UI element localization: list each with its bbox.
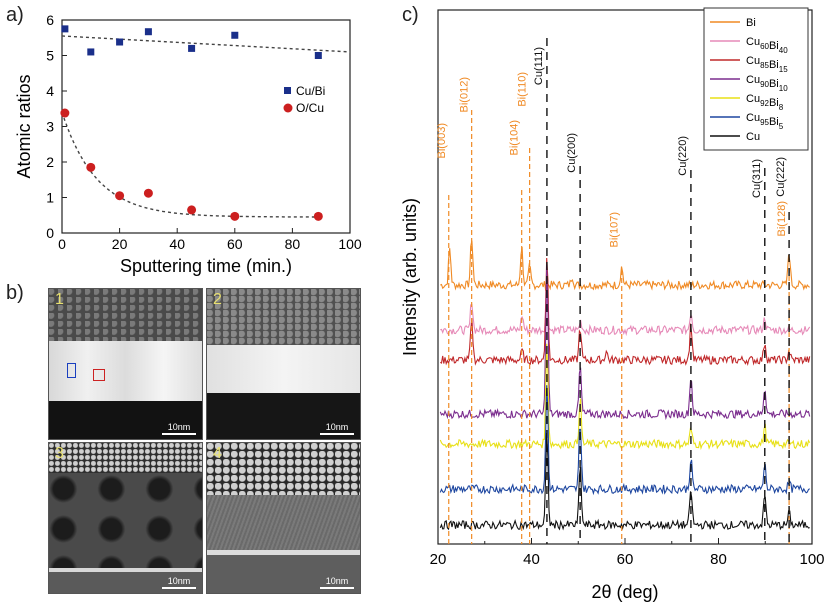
legend-marker-cu-bi bbox=[284, 87, 291, 94]
reference-label-cu200: Cu(200) bbox=[566, 133, 578, 173]
y-tick-label: 0 bbox=[46, 225, 54, 241]
panel-label-c: c) bbox=[402, 4, 419, 26]
tem-image-4: 4 10nm bbox=[206, 442, 361, 594]
x-tick-label: 40 bbox=[523, 551, 540, 568]
data-point-cu-bi bbox=[61, 25, 69, 33]
reference-label-cu111: Cu(111) bbox=[533, 47, 545, 85]
xrd-trace-cu92bi8 bbox=[439, 343, 811, 451]
reference-label-bi003: Bi(003) bbox=[436, 123, 448, 158]
legend-label-cu-bi: Cu/Bi bbox=[296, 84, 325, 98]
y-axis-label: Intensity (arb. units) bbox=[400, 198, 420, 356]
y-axis-label: Atomic ratios bbox=[14, 74, 34, 178]
scale-bar: 10nm bbox=[320, 576, 354, 589]
x-axis-label: Sputtering time (min.) bbox=[120, 256, 292, 276]
legend-label: Cu85Bi15 bbox=[746, 55, 788, 74]
data-point-cu-bi bbox=[188, 44, 196, 52]
data-point-cu-bi bbox=[87, 48, 95, 56]
panel-label-a: a) bbox=[6, 4, 24, 26]
xrd-trace-cu85bi15 bbox=[440, 257, 811, 367]
data-point-o-cu bbox=[115, 191, 125, 201]
tem-number: 1 bbox=[55, 291, 64, 308]
y-tick-label: 5 bbox=[46, 48, 54, 64]
data-point-cu-bi bbox=[116, 38, 124, 46]
x-tick-label: 20 bbox=[112, 236, 128, 252]
legend-label: Cu bbox=[746, 131, 760, 143]
scale-bar: 10nm bbox=[162, 422, 196, 435]
xrd-trace-cu90bi10 bbox=[439, 264, 811, 421]
tem-image-3: 3 10nm bbox=[48, 442, 203, 594]
data-point-o-cu bbox=[187, 205, 197, 215]
x-tick-label: 20 bbox=[430, 551, 447, 568]
x-tick-label: 100 bbox=[799, 551, 824, 568]
marker-red-box bbox=[93, 369, 105, 381]
reference-label-cu220: Cu(220) bbox=[677, 136, 689, 176]
reference-label-bi110: Bi(110) bbox=[517, 72, 529, 107]
data-point-o-cu bbox=[313, 211, 323, 221]
reference-label-bi104: Bi(104) bbox=[509, 120, 521, 155]
xrd-trace-cu60bi40 bbox=[440, 298, 811, 337]
y-tick-label: 6 bbox=[46, 12, 54, 28]
data-point-o-cu bbox=[143, 188, 153, 198]
legend-label: Cu60Bi40 bbox=[746, 36, 788, 55]
tem-number: 2 bbox=[213, 291, 222, 308]
tem-image-1: 1 10nm bbox=[48, 288, 203, 440]
x-tick-label: 80 bbox=[285, 236, 301, 252]
data-point-o-cu bbox=[60, 108, 70, 118]
x-tick-label: 0 bbox=[58, 236, 66, 252]
reference-label-bi128: Bi(128) bbox=[776, 201, 788, 236]
legend-label: Bi bbox=[746, 17, 756, 29]
reference-label-bi012: Bi(012) bbox=[459, 77, 471, 112]
y-tick-label: 4 bbox=[46, 83, 54, 99]
tem-number: 4 bbox=[213, 445, 222, 462]
tem-number: 3 bbox=[55, 445, 64, 462]
xrd-trace-cu bbox=[439, 432, 810, 531]
x-tick-label: 40 bbox=[169, 236, 185, 252]
panel-label-b: b) bbox=[6, 282, 24, 304]
x-tick-label: 60 bbox=[227, 236, 243, 252]
data-point-cu-bi bbox=[144, 28, 152, 36]
xrd-trace-bi bbox=[440, 240, 810, 292]
xrd-trace-cu95bi5 bbox=[439, 385, 811, 496]
x-tick-label: 80 bbox=[710, 551, 727, 568]
x-tick-label: 100 bbox=[338, 236, 362, 252]
y-tick-label: 3 bbox=[46, 119, 54, 135]
scale-bar: 10nm bbox=[320, 422, 354, 435]
data-point-cu-bi bbox=[314, 52, 322, 59]
y-tick-label: 1 bbox=[46, 190, 54, 206]
scale-bar: 10nm bbox=[162, 576, 196, 589]
chart-a-atomic-ratios: 0 20 40 60 80 100 0 1 2 3 4 5 6 Sputtering time (min.… bbox=[14, 12, 362, 276]
data-point-cu-bi bbox=[231, 31, 239, 39]
legend-label-o-cu: O/Cu bbox=[296, 101, 324, 115]
fit-curve-o-cu bbox=[61, 112, 322, 218]
legend: Bi Cu60Bi40Cu85Bi15Cu90Bi10Cu92Bi8Cu95Bi5… bbox=[703, 7, 809, 151]
marker-blue-box bbox=[67, 363, 76, 378]
data-point-o-cu bbox=[230, 211, 240, 221]
fit-line-cu-bi bbox=[61, 35, 351, 53]
reference-label-cu222: Cu(222) bbox=[775, 157, 787, 197]
legend-label: Cu95Bi5 bbox=[746, 112, 784, 131]
y-tick-label: 2 bbox=[46, 154, 54, 170]
reference-label-cu311: Cu(311) bbox=[751, 159, 763, 198]
tem-image-2: 2 10nm bbox=[206, 288, 361, 440]
x-axis-label: 2θ (deg) bbox=[591, 582, 658, 602]
data-point-o-cu bbox=[86, 162, 96, 172]
reference-label-bi107: Bi(107) bbox=[609, 212, 621, 247]
legend-marker-o-cu bbox=[283, 103, 293, 113]
legend-label: Cu90Bi10 bbox=[746, 74, 788, 93]
legend-label: Cu92Bi8 bbox=[746, 93, 784, 112]
x-tick-label: 60 bbox=[617, 551, 634, 568]
